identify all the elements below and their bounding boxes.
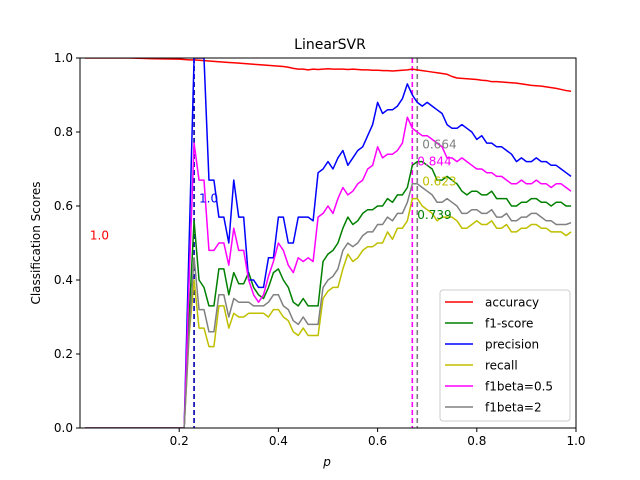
x-axis-label: p	[322, 455, 331, 469]
y-axis-label: Classification Scores	[29, 181, 43, 304]
legend-label: f1-score	[485, 317, 533, 331]
legend-label: accuracy	[485, 296, 539, 310]
legend-label: precision	[485, 338, 539, 352]
chart-title: LinearSVR	[294, 37, 366, 53]
plot-frame	[79, 57, 577, 429]
x-tick-label: 0.8	[467, 434, 486, 448]
y-tick-label: 1.0	[54, 51, 73, 65]
annotation-label: 0.623	[422, 175, 456, 189]
axis-ticks: 0.2 0.4 0.6 0.8 1.0 0.0 0.2 0.4 0.6 0.8 1.0	[54, 51, 586, 448]
y-tick-label: 0.6	[54, 199, 73, 213]
annotation-label: 0.664	[422, 138, 456, 152]
y-tick-label: 0.0	[54, 421, 73, 435]
value-annotations: 1.0 1.0 0.664 0.844 0.623 0.739	[90, 138, 457, 243]
annotation-label: 1.0	[199, 191, 218, 205]
series-line-f1beta-0-5	[84, 116, 572, 428]
legend-label: f1beta=0.5	[485, 380, 553, 394]
threshold-lines	[193, 58, 419, 428]
series-line-accuracy	[84, 58, 572, 93]
x-tick-label: 0.4	[269, 434, 288, 448]
series-line-recall	[84, 197, 572, 428]
annotation-label: 0.739	[417, 208, 451, 222]
annotation-label: 1.0	[90, 228, 109, 242]
y-tick-label: 0.8	[54, 125, 73, 139]
series-line-f1-score	[84, 160, 572, 428]
x-tick-label: 0.6	[368, 434, 387, 448]
x-tick-label: 0.2	[170, 434, 189, 448]
series-line-f1beta-2	[84, 183, 572, 428]
legend-label: recall	[485, 359, 518, 373]
legend: accuracy f1-score precision recall f1beta=0.…	[439, 289, 571, 422]
y-tick-label: 0.4	[54, 273, 73, 287]
annotation-label: 0.844	[417, 154, 451, 168]
x-tick-label: 1.0	[566, 434, 585, 448]
series-lines	[84, 58, 572, 428]
series-line-precision	[84, 58, 572, 428]
y-tick-label: 0.2	[54, 347, 73, 361]
legend-label: f1beta=2	[485, 401, 542, 415]
